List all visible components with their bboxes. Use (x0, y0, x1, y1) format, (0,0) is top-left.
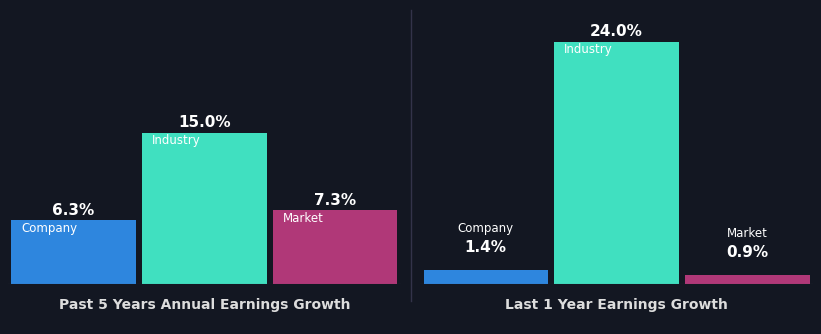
X-axis label: Past 5 Years Annual Earnings Growth: Past 5 Years Annual Earnings Growth (58, 298, 351, 312)
Text: 15.0%: 15.0% (178, 115, 231, 130)
Text: Industry: Industry (564, 43, 613, 56)
Text: Industry: Industry (152, 134, 201, 147)
Text: 24.0%: 24.0% (590, 24, 643, 39)
Text: 7.3%: 7.3% (314, 193, 356, 208)
Text: 1.4%: 1.4% (465, 240, 507, 255)
Text: 0.9%: 0.9% (727, 245, 768, 260)
X-axis label: Last 1 Year Earnings Growth: Last 1 Year Earnings Growth (505, 298, 728, 312)
Text: Market: Market (283, 212, 324, 225)
Bar (686, 275, 810, 284)
Text: Market: Market (727, 227, 768, 240)
Text: Company: Company (457, 222, 514, 235)
Bar (11, 220, 135, 284)
Bar (273, 210, 397, 284)
Text: 6.3%: 6.3% (53, 203, 94, 218)
Bar (424, 270, 548, 284)
Text: Company: Company (21, 222, 77, 235)
Bar (554, 42, 679, 284)
Bar (142, 133, 267, 284)
